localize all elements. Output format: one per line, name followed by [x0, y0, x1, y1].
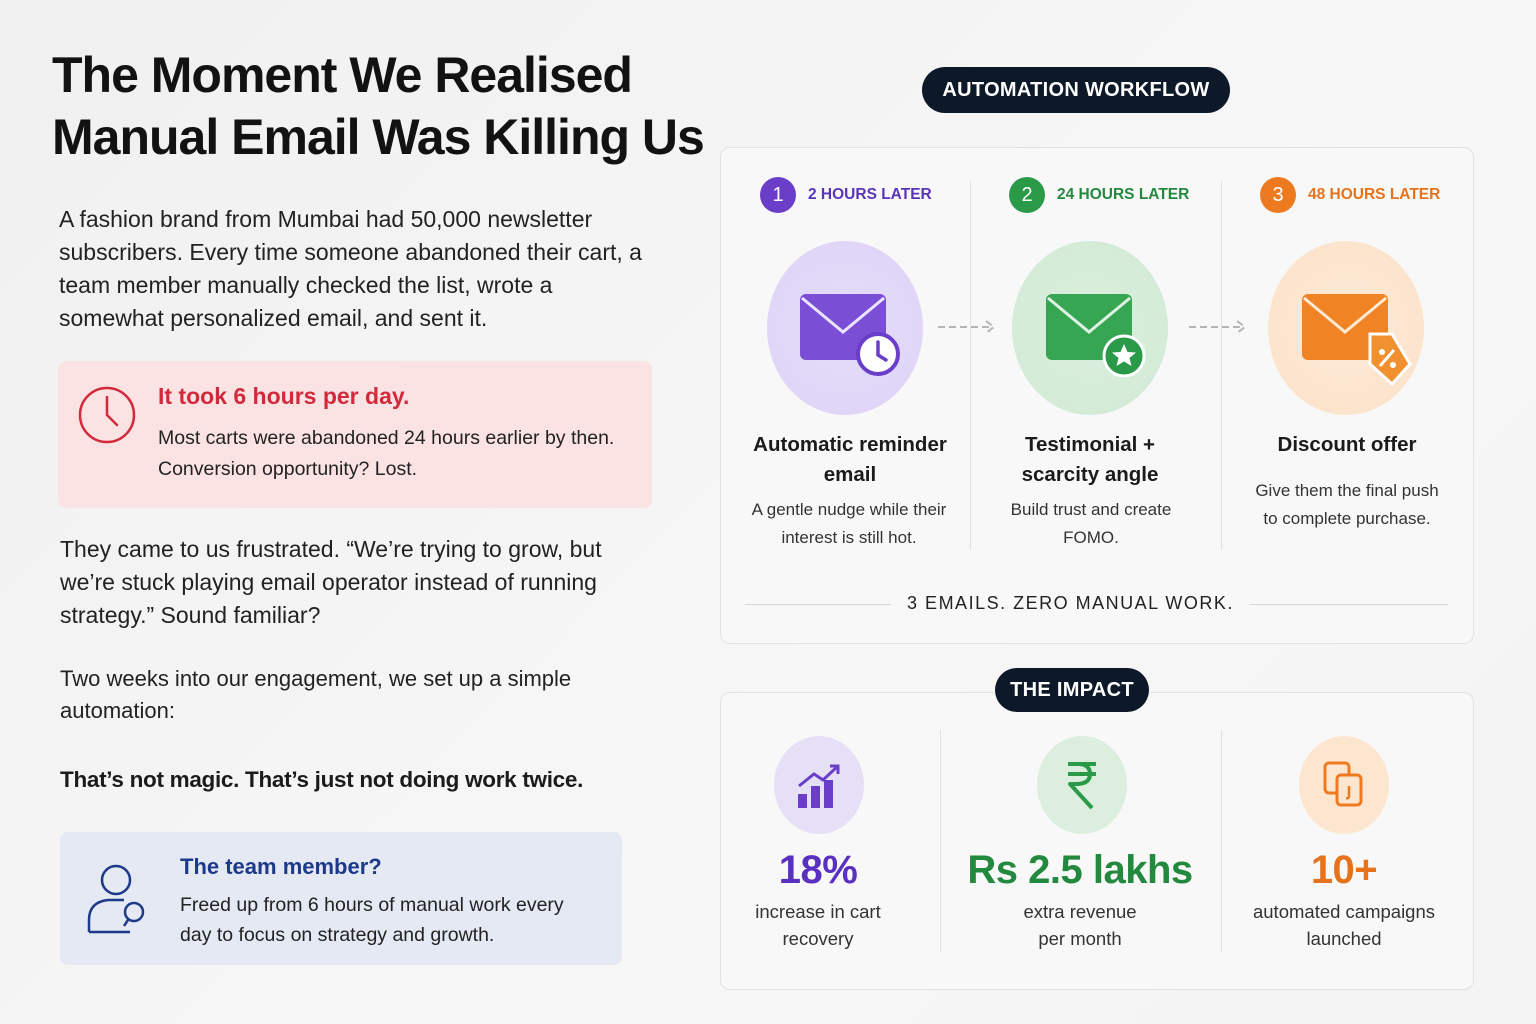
- team-heading: The team member?: [180, 854, 382, 879]
- setup-paragraph: Two weeks into our engagement, we set up…: [60, 666, 572, 723]
- stat-label: increase in cart recovery: [755, 901, 881, 949]
- quote-paragraph: They came to us frustrated. “We’re tryin…: [60, 536, 602, 628]
- callout: It took 6 hours per day. Most carts were…: [58, 361, 652, 508]
- rule: [1250, 604, 1448, 605]
- copy-icon: [1323, 761, 1363, 807]
- workflow-badge: AUTOMATION WORKFLOW: [922, 67, 1230, 113]
- rule: [745, 604, 891, 605]
- stat-label: extra revenue per month: [1023, 901, 1137, 949]
- step-number: 1: [760, 177, 796, 213]
- envelope-clock-icon: [800, 294, 900, 376]
- stat-value: Rs 2.5 lakhs: [967, 848, 1193, 892]
- title-line: Manual Email Was Killing Us: [52, 109, 705, 165]
- rupee-icon: [1068, 762, 1096, 810]
- workflow-footer: 3 EMAILS. ZERO MANUAL WORK.: [907, 593, 1234, 613]
- bold-line: That’s not magic. That’s just not doing …: [60, 767, 584, 792]
- divider: [1221, 180, 1222, 550]
- stat-value: 18%: [778, 848, 858, 892]
- arrow: [938, 320, 996, 334]
- impact-badge: THE IMPACT: [995, 668, 1149, 712]
- divider: [970, 180, 971, 550]
- team-text: Freed up from 6 hours of manual work eve…: [180, 894, 564, 946]
- clock-icon: [78, 386, 136, 444]
- envelope-tag-icon: [1302, 294, 1412, 387]
- step-text: Build trust and create FOMO.: [1010, 500, 1172, 547]
- step-timing: 2 HOURS LATER: [808, 186, 932, 203]
- stat-icon-bg: [774, 736, 864, 834]
- step-number: 3: [1260, 177, 1296, 213]
- envelope-star-icon: [1046, 294, 1146, 378]
- step-timing: 24 HOURS LATER: [1057, 186, 1190, 203]
- team-callout: The team member? Freed up from 6 hours o…: [60, 832, 622, 965]
- callout-text: Most carts were abandoned 24 hours earli…: [158, 427, 615, 480]
- step-text: A gentle nudge while their interest is s…: [751, 500, 947, 547]
- divider: [1221, 730, 1222, 952]
- title: The Moment We Realised Manual Email Was …: [52, 44, 705, 168]
- person-icon: [87, 864, 145, 934]
- stat-label: automated campaigns launched: [1252, 901, 1436, 949]
- chart-icon: [798, 764, 840, 808]
- intro: A fashion brand from Mumbai had 50,000 n…: [59, 206, 642, 331]
- stat-value: 10+: [1310, 848, 1378, 892]
- title-line: The Moment We Realised: [52, 47, 633, 103]
- arrow: [1189, 320, 1247, 334]
- step-text: Give them the final push to complete pur…: [1255, 481, 1439, 528]
- step-timing: 48 HOURS LATER: [1308, 186, 1441, 203]
- step-title: Automatic reminder email: [753, 433, 947, 486]
- divider: [940, 730, 941, 952]
- step-number: 2: [1009, 177, 1045, 213]
- callout-heading: It took 6 hours per day.: [158, 383, 410, 409]
- step-title: Discount offer: [1277, 433, 1417, 456]
- step-title: Testimonial + scarcity angle: [1021, 433, 1159, 486]
